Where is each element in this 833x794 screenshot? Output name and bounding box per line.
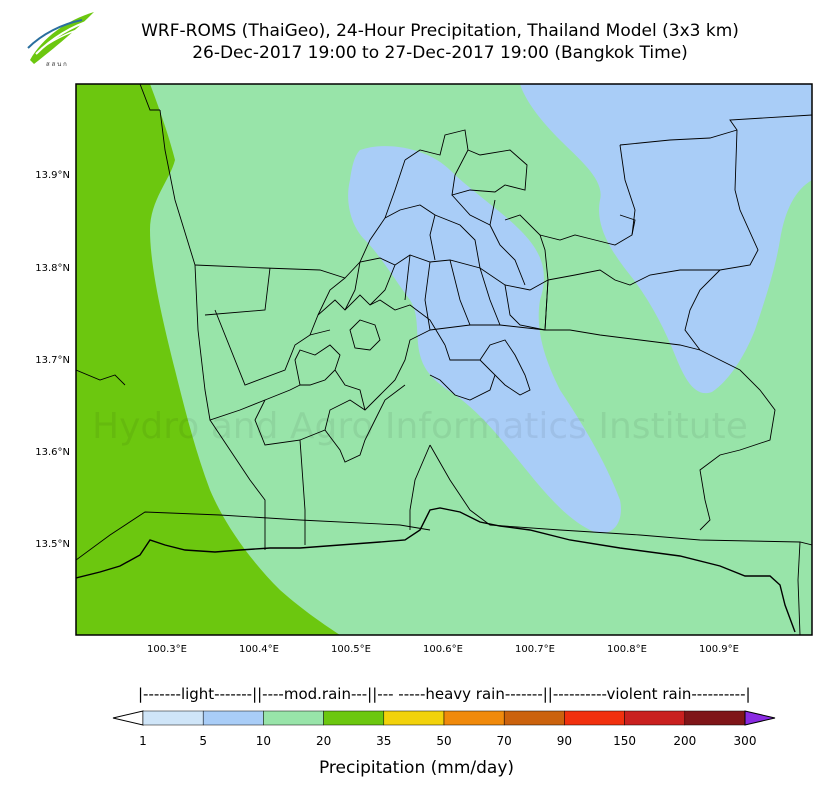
lat-tick: 13.5°N (35, 539, 70, 550)
lon-tick: 100.5°E (331, 644, 371, 655)
map-subtitle: 26-Dec-2017 19:00 to 27-Dec-2017 19:00 (… (192, 43, 688, 63)
colorbar-under-arrow (112, 710, 144, 726)
precip-zone-light-central (348, 146, 621, 534)
colorbar-swatch (323, 710, 385, 726)
colorbar-swatch (383, 710, 445, 726)
colorbar-swatch (684, 710, 746, 726)
colorbar (112, 710, 776, 726)
lon-tick: 100.8°E (607, 644, 647, 655)
colorbar-label: 10 (256, 734, 271, 748)
colorbar-label: 150 (613, 734, 636, 748)
lon-tick: 100.7°E (515, 644, 555, 655)
svg-text:ส ส น ก: ส ส น ก (46, 61, 67, 68)
colorbar-label: 35 (376, 734, 391, 748)
coastline (76, 507, 796, 633)
lon-tick: 100.6°E (423, 644, 463, 655)
colorbar-over-arrow (744, 710, 776, 726)
colorbar-swatch (503, 710, 565, 726)
colorbar-swatch (142, 710, 204, 726)
colorbar-label: 50 (436, 734, 451, 748)
lat-tick: 13.8°N (35, 263, 70, 274)
colorbar-label: 1 (139, 734, 147, 748)
colorbar-swatch (263, 710, 324, 726)
lon-tick: 100.4°E (239, 644, 279, 655)
watermark: Hydro and Agro Informatics Institute (92, 406, 748, 447)
lat-tick: 13.9°N (35, 170, 70, 181)
colorbar-label: 90 (557, 734, 572, 748)
colorbar-label: 300 (734, 734, 757, 748)
lat-tick: 13.7°N (35, 355, 70, 366)
colorbar-swatch (443, 710, 505, 726)
colorbar-label: 70 (497, 734, 512, 748)
lat-tick: 13.6°N (35, 447, 70, 458)
map-frame (75, 83, 813, 636)
precip-zone-light-northeast (520, 84, 812, 394)
precip-zone-high-west (76, 84, 340, 635)
colorbar-swatch (202, 710, 264, 726)
legend-bands: |-------light-------||----mod.rain---||-… (138, 685, 751, 703)
lon-tick: 100.3°E (147, 644, 187, 655)
colorbar-swatch (564, 710, 625, 726)
colorbar-label: 20 (316, 734, 331, 748)
colorbar-label: 200 (673, 734, 696, 748)
colorbar-title: Precipitation (mm/day) (318, 758, 515, 778)
lon-tick: 100.9°E (699, 644, 739, 655)
colorbar-label: 5 (199, 734, 207, 748)
map-title: WRF-ROMS (ThaiGeo), 24-Hour Precipitatio… (141, 21, 739, 41)
logo-icon: ส ส น ก (27, 12, 94, 68)
colorbar-swatch (624, 710, 686, 726)
